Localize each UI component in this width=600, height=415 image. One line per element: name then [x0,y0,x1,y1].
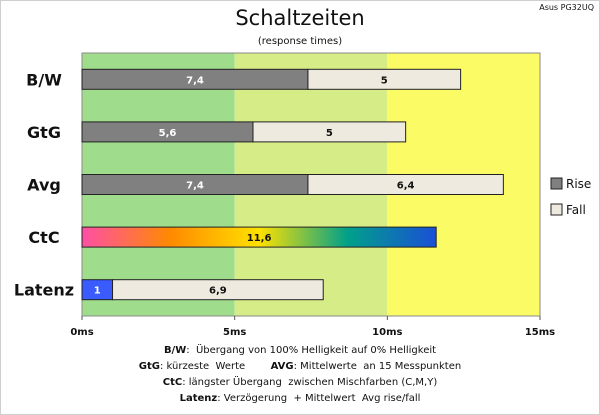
data-label: 7,4 [186,75,204,86]
data-label: 6,9 [209,286,227,297]
bar-fall [252,121,407,143]
note-term: AVG [270,361,294,372]
note-text: : längster Übergang zwischen Mischfarben… [182,377,438,388]
x-tick-label: 5ms [223,327,246,338]
device-name: Asus PG32UQ [539,3,594,12]
category-label: B/W [26,70,62,89]
data-label: 5 [326,128,333,139]
category-label: Latenz [14,281,74,300]
note-term: GtG [138,361,160,372]
data-label: 5,6 [159,128,177,139]
note-line: Latenz: Verzögerung + Mittelwert Avg ris… [0,391,600,407]
note-line: GtG: kürzeste Werte AVG: Mittelwerte an … [0,359,600,375]
data-label: 5 [381,75,388,86]
note-text: : Übergang von 100% Helligkeit auf 0% He… [186,345,437,356]
bar-fall [112,279,324,301]
x-tick-label: 0ms [70,327,93,338]
note-text: : Mittelwerte an 15 Messpunkten [293,361,462,372]
legend-label: Fall [566,203,586,217]
bar-ctc [81,226,437,248]
bar-fall [307,174,504,195]
data-label: 1 [94,286,101,297]
note-term: B/W [163,345,187,356]
data-label: 6,4 [397,181,415,192]
bar-fall [307,68,462,90]
legend-label: Rise [566,177,591,191]
x-tick-label: 10ms [372,327,402,338]
legend-swatch [550,203,563,216]
note-term: Latenz [179,393,218,404]
data-label: 11,6 [247,233,272,244]
data-label: 7,4 [186,181,204,192]
chart-subtitle: (response times) [257,36,343,47]
category-label: Avg [27,176,61,195]
note-text: : Verzögerung + Mittelwert Avg rise/fall [217,393,421,404]
note-term: CtC [162,377,183,388]
note-line: CtC: längster Übergang zwischen Mischfar… [0,375,600,391]
category-label: CtC [28,228,59,247]
note-text: : kürzeste Werte [160,361,271,372]
x-tick-label: 15ms [525,327,555,338]
legend-notes: B/W: Übergang von 100% Helligkeit auf 0%… [0,343,600,407]
note-line: B/W: Übergang von 100% Helligkeit auf 0%… [0,343,600,359]
legend-swatch [550,177,563,190]
category-label: GtG [27,123,61,142]
chart-title: Schaltzeiten [235,6,365,30]
